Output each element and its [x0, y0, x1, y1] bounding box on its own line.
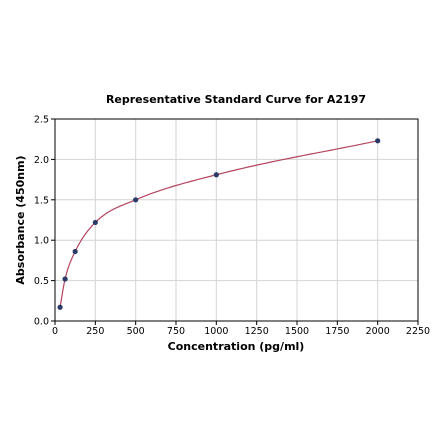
tick-labels: 0 250 500 750 1000 1250 1500 1750 2000 2250 0.0 0.5… — [34, 115, 430, 338]
y-tick-label: 2.5 — [34, 115, 49, 126]
x-tick-label: 2000 — [366, 326, 390, 337]
y-tick-label: 1.5 — [34, 195, 49, 206]
y-axis-label: Absorbance (450nm) — [14, 155, 27, 284]
y-tick-label: 2.0 — [34, 155, 49, 166]
data-point-5 — [213, 172, 219, 178]
data-point-0 — [57, 304, 63, 310]
x-axis-label: Concentration (pg/ml) — [168, 340, 305, 353]
x-tick-label: 250 — [86, 326, 104, 337]
data-points — [57, 138, 381, 310]
y-tick-label: 0.0 — [34, 317, 49, 328]
x-tick-label: 1000 — [204, 326, 228, 337]
data-point-2 — [72, 248, 78, 255]
fit-curve-line — [59, 140, 378, 308]
x-tick-label: 1750 — [325, 326, 349, 337]
grid-lines — [55, 119, 418, 321]
data-point-3 — [92, 219, 98, 226]
y-tick-label: 0.5 — [34, 276, 49, 287]
x-tick-label: 2250 — [406, 326, 430, 337]
data-point-4 — [133, 197, 139, 203]
x-tick-label: 1500 — [285, 326, 309, 337]
x-tick-label: 750 — [167, 326, 185, 337]
y-tick-label: 1.0 — [34, 236, 49, 247]
data-point-1 — [62, 276, 68, 282]
x-tick-label: 1250 — [245, 326, 269, 337]
chart-title: Representative Standard Curve for A2197 — [106, 93, 366, 106]
x-tick-label: 0 — [52, 326, 58, 337]
x-tick-label: 500 — [127, 326, 145, 337]
data-point-6 — [375, 138, 381, 144]
plot-frame — [54, 118, 419, 322]
axes — [51, 118, 419, 325]
